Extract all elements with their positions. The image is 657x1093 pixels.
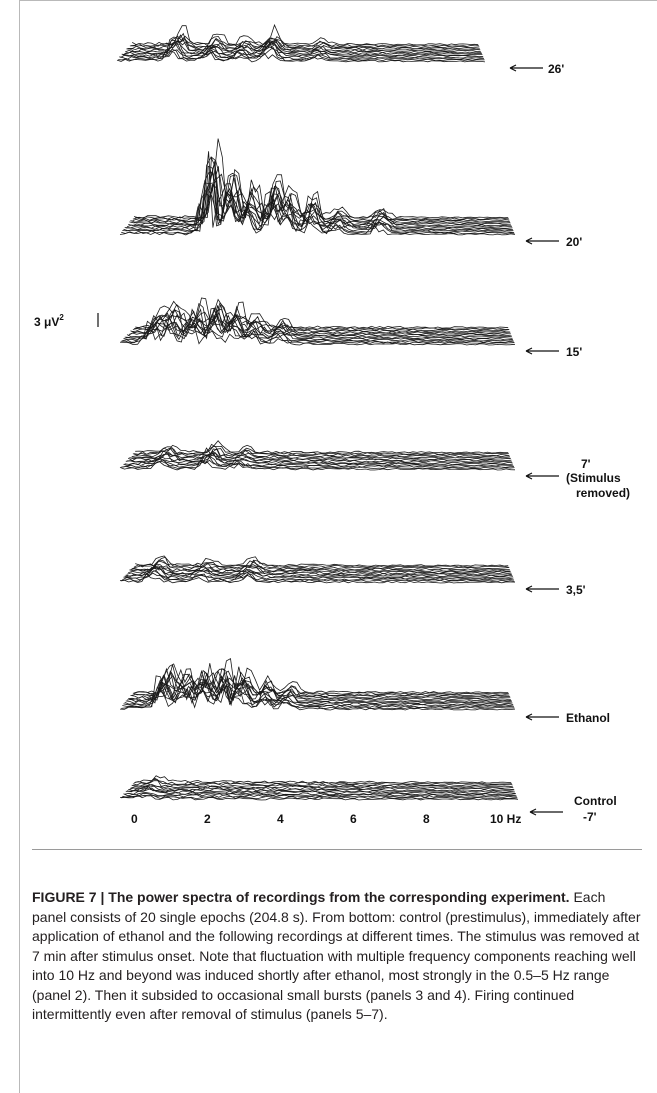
x-tick-label: 10 Hz — [490, 812, 521, 826]
panel-time-sublabel: removed) — [576, 486, 630, 500]
spectrum-trace — [122, 572, 515, 581]
spectrum-trace — [129, 38, 480, 49]
spectrum-trace — [133, 777, 512, 785]
spectrum-trace — [133, 670, 509, 695]
power-spectra-figure: 3 μV2 26' 20' 15' 7' (Stimulus removed) … — [34, 23, 630, 826]
spectrum-trace — [128, 783, 515, 792]
spectrum-trace — [135, 775, 512, 784]
spectrum-trace — [135, 555, 509, 567]
spectrum-trace — [128, 171, 512, 227]
spectrum-trace — [121, 36, 483, 58]
spectrum-trace — [121, 312, 515, 344]
spectrum-trace — [126, 450, 512, 463]
spectrum-trace — [130, 312, 511, 334]
spectrum-trace — [133, 559, 509, 568]
spectrum-trace — [119, 461, 516, 471]
spectrum-trace — [116, 49, 486, 63]
arrow-left-icon — [509, 64, 543, 72]
spectrum-trace — [125, 34, 482, 54]
spectrum-trace — [126, 38, 481, 53]
panel-label-26: 26' — [509, 62, 564, 76]
spectrum-trace — [123, 791, 517, 797]
x-axis: 0 2 4 6 8 10 Hz — [131, 812, 521, 826]
spectrum-trace — [123, 681, 514, 707]
spectrum-trace — [130, 783, 514, 789]
panel-label-control: Control -7' — [529, 794, 617, 824]
panel-label-3-5: 3,5' — [525, 583, 586, 597]
panel-time-label: 7' — [581, 457, 591, 471]
caption-divider — [32, 849, 642, 850]
caption-title: FIGURE 7 | The power spectra of recordin… — [32, 889, 570, 905]
caption-body: Each panel consists of 20 single epochs … — [32, 889, 641, 1022]
figure-frame-top — [19, 0, 657, 1]
spectrum-trace — [130, 160, 511, 224]
panel-time-label: Control — [574, 794, 617, 808]
spectrum-trace — [135, 138, 509, 219]
x-tick-label: 6 — [350, 812, 357, 826]
spectrum-trace — [132, 448, 510, 457]
spectrum-trace — [122, 683, 515, 708]
spectrum-trace — [119, 323, 516, 346]
spectrum-trace — [128, 667, 512, 702]
x-tick-label: 2 — [204, 812, 211, 826]
spectrum-trace — [119, 185, 516, 236]
spectrum-trace — [121, 674, 515, 710]
panel-time-label: 26' — [548, 62, 564, 76]
panel-label-15: 15' — [525, 345, 582, 359]
panel-label-20: 20' — [525, 235, 582, 249]
spectrum-trace — [125, 566, 513, 577]
x-tick-label: 8 — [423, 812, 430, 826]
spectrum-trace — [120, 46, 484, 59]
spectrum-trace — [135, 440, 509, 454]
spectrum-trace — [119, 794, 519, 801]
figure-caption: FIGURE 7 | The power spectra of recordin… — [32, 888, 642, 1025]
panel-time-label: 20' — [566, 235, 582, 249]
spectrum-trace — [125, 313, 513, 339]
arrow-left-icon — [525, 237, 559, 245]
spectrum-trace — [122, 794, 518, 798]
spectrum-trace — [129, 307, 511, 336]
spectrum-trace — [119, 684, 516, 711]
spectrum-trace — [128, 565, 512, 575]
panel-label-7: 7' (Stimulus removed) — [525, 457, 630, 500]
spectrum-trace — [122, 459, 515, 468]
panel-time-sublabel: -7' — [583, 810, 597, 824]
spectrum-trace — [123, 322, 514, 342]
spectrum-trace — [131, 156, 510, 223]
spectrum-trace — [122, 318, 515, 343]
spectrum-trace — [126, 313, 512, 338]
arrow-left-icon — [529, 808, 563, 816]
scale-bar-label: 3 μV2 — [34, 313, 64, 329]
spectra-layer — [116, 23, 519, 801]
spectrum-trace — [125, 451, 513, 464]
spectrum-trace — [124, 452, 513, 466]
arrow-left-icon — [525, 585, 559, 593]
spectrum-trace — [121, 151, 515, 235]
spectrum-trace — [131, 443, 510, 458]
spectrum-trace — [124, 156, 513, 231]
panel-time-label: 3,5' — [566, 583, 586, 597]
panel-time-label: 15' — [566, 345, 582, 359]
arrow-left-icon — [525, 347, 559, 355]
figure-frame-left — [19, 0, 20, 1093]
panel-time-label: Ethanol — [566, 711, 610, 725]
arrow-left-icon — [525, 472, 559, 480]
spectrum-trace — [123, 570, 514, 580]
spectrum-trace — [119, 573, 516, 584]
x-tick-label: 4 — [277, 812, 284, 826]
panel-label-ethanol: Ethanol — [525, 711, 610, 725]
arrow-left-icon — [525, 713, 559, 721]
spectrum-trace — [129, 564, 511, 574]
spectrum-trace — [130, 447, 511, 459]
spectrum-trace — [118, 39, 485, 62]
spectrum-trace — [130, 674, 511, 699]
spectrum-trace — [127, 305, 512, 337]
spectrum-trace — [124, 787, 516, 796]
panel-time-sublabel: (Stimulus — [566, 471, 621, 485]
spectrum-trace — [130, 35, 479, 47]
x-tick-label: 0 — [131, 812, 138, 826]
spectrum-trace — [129, 450, 511, 461]
